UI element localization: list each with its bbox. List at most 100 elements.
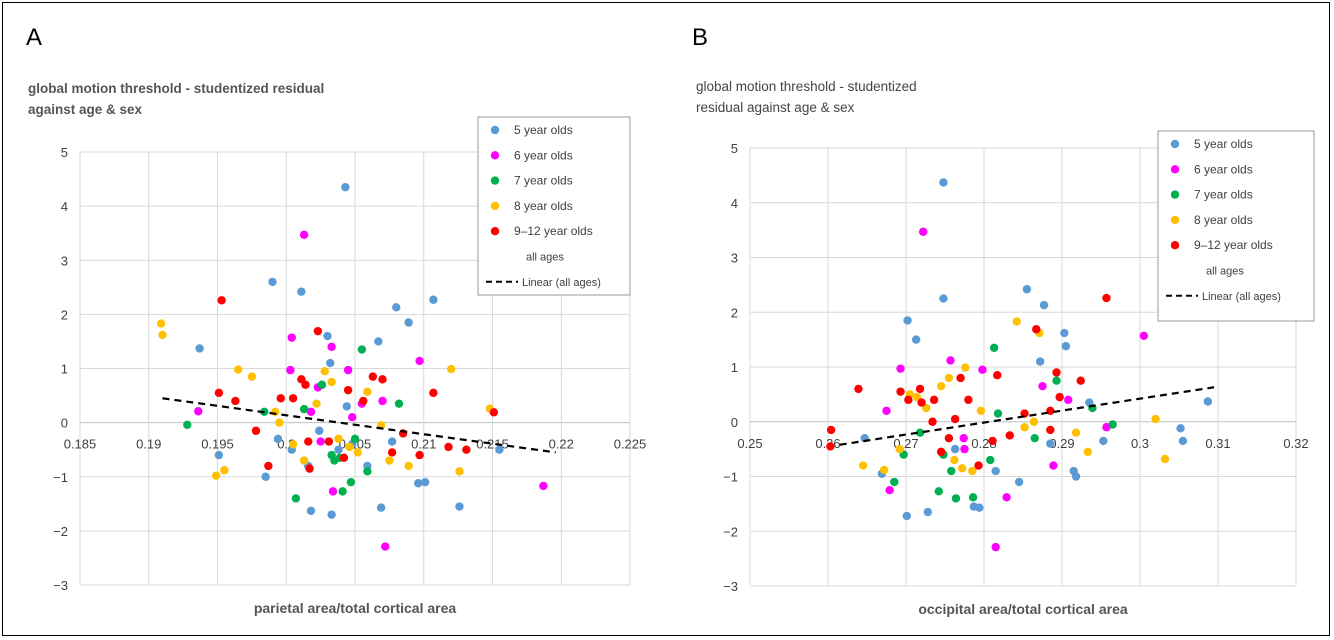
chart-b: 543210−1−2−30.250.260.270.280.290.30.310… (723, 130, 1315, 617)
data-point (288, 394, 298, 403)
x-tick-label: 0.31 (1205, 436, 1230, 451)
data-point (1012, 317, 1021, 326)
y-tick-label: −3 (723, 579, 738, 594)
data-point (489, 408, 499, 417)
data-point (327, 510, 336, 519)
legend-label: Linear (all ages) (522, 277, 601, 289)
data-point (339, 453, 349, 463)
data-point (923, 507, 933, 517)
legend-marker (1170, 139, 1180, 149)
y-tick-label: 5 (731, 141, 738, 156)
data-point (915, 428, 925, 437)
x-tick-label: 0.19 (136, 437, 161, 452)
data-point (348, 413, 357, 422)
panel-b-y-title: global motion threshold - studentized re… (696, 76, 1026, 118)
data-point (890, 477, 899, 487)
data-point (991, 466, 1000, 476)
legend-label: 9–12 year olds (1194, 238, 1273, 252)
legend-label: Linear (all ages) (1202, 291, 1281, 303)
data-point (233, 365, 243, 374)
data-point (345, 442, 354, 452)
data-point (404, 461, 413, 471)
data-point (879, 465, 889, 475)
data-point (1102, 293, 1111, 303)
y-tick-label: 3 (731, 251, 738, 266)
data-point (287, 333, 296, 342)
y-tick-label: 1 (61, 362, 68, 377)
data-point (1139, 331, 1149, 340)
data-point (392, 303, 401, 312)
data-point (315, 426, 324, 435)
y-tick-label: 3 (61, 253, 68, 268)
data-point (928, 417, 937, 426)
data-point (158, 330, 167, 340)
trend-line (839, 386, 1215, 446)
data-point (915, 384, 925, 394)
data-point (346, 477, 356, 487)
data-point (264, 461, 273, 471)
data-point (363, 467, 372, 476)
data-point (978, 365, 987, 374)
data-point (343, 385, 353, 395)
data-point (1052, 376, 1061, 385)
legend-label: 5 year olds (514, 123, 573, 137)
data-point (1052, 368, 1061, 377)
y-tick-label: 2 (61, 307, 68, 322)
legend-label: 6 year olds (1194, 162, 1253, 176)
data-point (975, 503, 984, 512)
data-point (1076, 376, 1085, 385)
data-point (974, 461, 983, 470)
data-point (444, 442, 453, 452)
data-point (993, 409, 1003, 418)
data-point (944, 373, 954, 383)
data-point (299, 404, 309, 414)
data-point (950, 444, 960, 454)
data-point (429, 295, 438, 304)
data-point (183, 420, 192, 429)
data-point (826, 442, 835, 451)
panel-b: B global motion threshold - studentized … (668, 0, 1334, 640)
data-point (1032, 325, 1041, 334)
data-point (211, 471, 221, 480)
data-point (343, 365, 353, 375)
x-tick-label: 0.22 (549, 437, 574, 452)
data-point (1203, 397, 1213, 406)
legend-label: 7 year olds (1194, 188, 1253, 202)
data-point (429, 388, 438, 398)
x-tick-label: 0.32 (1283, 436, 1308, 451)
y-tick-label: 5 (61, 145, 68, 160)
data-point (316, 437, 325, 446)
data-point (1055, 392, 1064, 402)
data-point (385, 456, 394, 465)
legend-label: 9–12 year olds (514, 224, 593, 238)
legend-marker (1170, 215, 1180, 225)
data-point (312, 399, 321, 408)
data-point (964, 395, 973, 405)
data-point (327, 342, 336, 352)
legend-label: 5 year olds (1194, 137, 1253, 151)
y-tick-label: 4 (731, 196, 738, 211)
x-tick-label: 0.21 (411, 437, 436, 452)
data-point (939, 294, 948, 303)
data-point (363, 387, 372, 396)
data-point (986, 455, 995, 465)
y-tick-label: 0 (731, 415, 738, 430)
data-point (299, 230, 309, 240)
data-point (231, 396, 240, 406)
data-point (214, 388, 224, 398)
data-point (896, 364, 905, 373)
data-point (320, 367, 329, 376)
data-point (1060, 328, 1069, 338)
data-point (299, 456, 309, 465)
data-point (1049, 461, 1058, 470)
data-point (304, 437, 313, 446)
y-tick-label: 1 (731, 360, 738, 375)
data-point (334, 445, 343, 454)
data-point (368, 372, 378, 381)
data-point (1046, 439, 1055, 448)
y-tick-label: 4 (61, 199, 68, 214)
data-point (194, 407, 203, 416)
panel-a: A global motion threshold - studentized … (0, 0, 660, 640)
legend-marker (490, 151, 500, 160)
